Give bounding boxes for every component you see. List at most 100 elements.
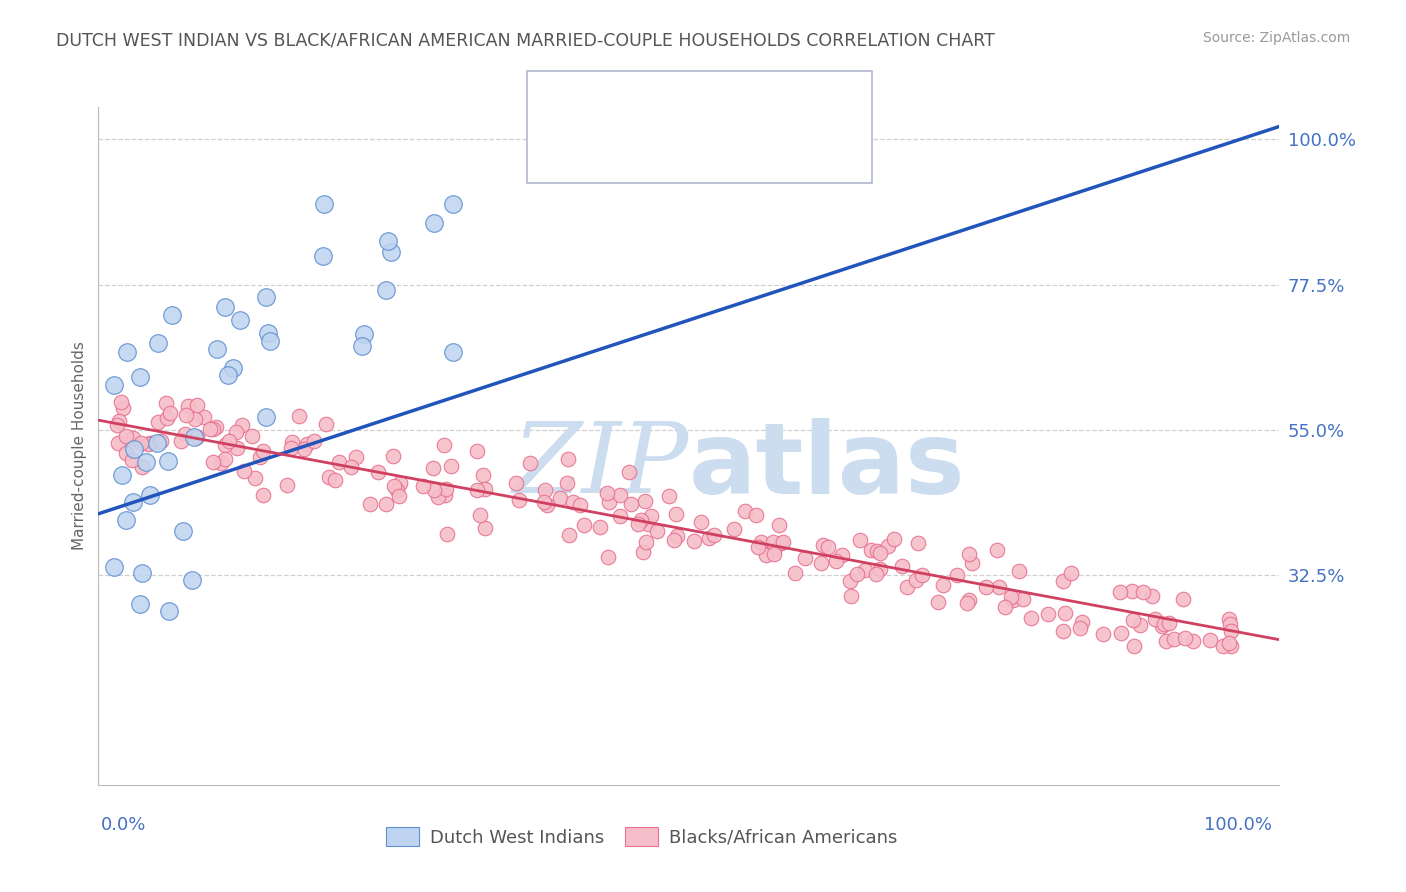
Point [257,326,280,340]
Point [426,491,449,505]
Point [1153,617,1175,632]
Point [318,470,340,484]
Point [276,478,298,492]
Point [945,568,967,582]
Point [665,507,688,521]
Point [734,504,756,518]
Point [344,450,367,464]
Point [436,527,458,541]
Point [474,521,496,535]
Point [214,300,236,314]
Point [1132,585,1154,599]
Point [233,464,256,478]
Point [214,437,236,451]
Point [388,489,411,503]
Point [1218,612,1240,626]
Point [207,342,229,356]
Point [131,459,153,474]
Point [631,545,654,559]
Point [115,429,138,443]
Point [323,473,346,487]
Point [640,508,662,523]
Point [139,488,162,502]
Point [328,455,350,469]
Point [911,567,934,582]
Point [259,334,281,348]
Point [214,452,236,467]
Text: 39: 39 [776,104,803,124]
Point [288,409,311,424]
Point [723,522,745,536]
FancyBboxPatch shape [548,135,579,165]
Point [634,494,657,508]
Point [176,408,198,422]
Point [312,197,335,211]
Point [155,395,177,409]
Point [184,411,207,425]
Point [994,599,1017,614]
Point [128,597,150,611]
Point [135,455,157,469]
Point [536,498,558,512]
Legend: Dutch West Indians, Blacks/African Americans: Dutch West Indians, Blacks/African Ameri… [380,820,904,854]
Point [904,574,927,588]
Point [465,444,488,458]
Point [149,434,172,449]
Point [136,437,159,451]
Text: DUTCH WEST INDIAN VS BLACK/AFRICAN AMERICAN MARRIED-COUPLE HOUSEHOLDS CORRELATIO: DUTCH WEST INDIAN VS BLACK/AFRICAN AMERI… [56,31,995,49]
Point [505,476,527,491]
Point [177,399,200,413]
Point [630,513,652,527]
Point [533,495,555,509]
Point [159,406,181,420]
Point [636,534,658,549]
Point [471,468,494,483]
Point [1154,633,1177,648]
Point [1011,592,1033,607]
Point [105,417,128,432]
Point [558,528,581,542]
Point [139,435,162,450]
Point [174,427,197,442]
Point [744,508,766,523]
Point [121,453,143,467]
Point [103,378,125,392]
Point [866,544,889,558]
Point [1212,639,1234,653]
Point [367,465,389,479]
Point [146,336,169,351]
Point [1002,593,1025,607]
Point [115,513,138,527]
Point [976,580,998,594]
Point [380,244,402,259]
Point [596,549,619,564]
Point [240,428,263,442]
Point [1109,625,1132,640]
Point [987,580,1010,594]
Point [382,449,405,463]
Point [1000,590,1022,604]
Text: N =: N = [723,104,766,124]
Point [160,308,183,322]
Point [312,248,335,262]
Point [749,534,772,549]
Point [198,422,221,436]
Point [768,517,790,532]
Point [470,508,492,522]
Point [1171,591,1194,606]
Text: atlas: atlas [689,417,966,515]
Point [598,495,620,509]
Text: 0.625: 0.625 [652,104,714,124]
Point [387,483,409,497]
Point [353,326,375,341]
Point [121,495,143,509]
Point [853,563,876,577]
Point [186,430,208,444]
Point [1019,611,1042,625]
Point [252,444,274,458]
Point [811,538,834,552]
Point [280,441,302,455]
Point [181,574,204,588]
Point [955,596,977,610]
Point [1219,616,1241,631]
